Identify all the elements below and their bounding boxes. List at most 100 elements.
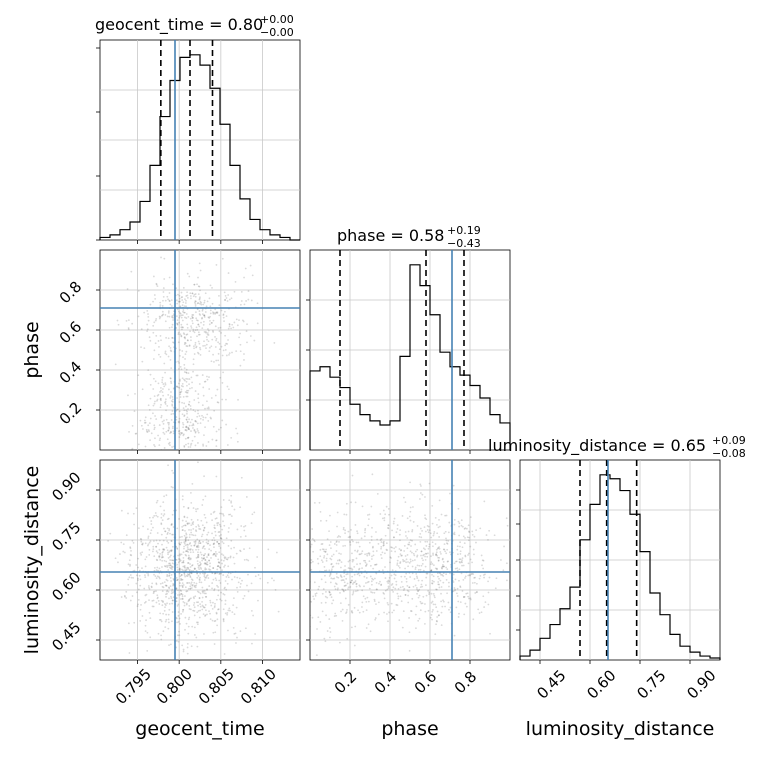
sample-point bbox=[310, 580, 311, 583]
sample-point bbox=[148, 548, 151, 551]
sample-point bbox=[370, 591, 372, 593]
sample-point bbox=[358, 567, 361, 570]
sample-point bbox=[203, 513, 206, 516]
sample-point bbox=[196, 545, 199, 547]
sample-point bbox=[189, 557, 192, 560]
sample-point bbox=[216, 618, 219, 621]
sample-point bbox=[456, 587, 459, 590]
sample-point bbox=[395, 531, 398, 534]
sample-point bbox=[340, 553, 342, 555]
sample-point bbox=[425, 594, 428, 597]
sample-point bbox=[196, 507, 199, 510]
sample-point bbox=[206, 542, 209, 545]
sample-point bbox=[175, 577, 178, 579]
sample-point bbox=[151, 599, 154, 602]
sample-point bbox=[393, 609, 395, 612]
sample-point bbox=[335, 541, 338, 544]
sample-point bbox=[178, 362, 180, 364]
sample-point bbox=[171, 336, 174, 339]
sample-point bbox=[468, 531, 471, 534]
sample-point bbox=[186, 652, 189, 655]
sample-point bbox=[171, 396, 174, 398]
sample-point bbox=[505, 517, 508, 520]
sample-point bbox=[216, 540, 219, 543]
sample-point bbox=[196, 555, 199, 558]
sample-point bbox=[380, 557, 383, 560]
sample-point bbox=[416, 555, 418, 558]
sample-point bbox=[238, 577, 241, 580]
sample-point bbox=[170, 523, 173, 526]
sample-point bbox=[178, 432, 181, 435]
sample-point bbox=[185, 590, 188, 593]
sample-point bbox=[212, 567, 214, 569]
sample-point bbox=[347, 588, 349, 590]
sample-point bbox=[170, 550, 173, 553]
sample-point bbox=[148, 599, 150, 601]
sample-point bbox=[217, 428, 220, 431]
sample-point bbox=[363, 575, 366, 578]
sample-point bbox=[204, 559, 207, 562]
sample-point bbox=[217, 531, 220, 534]
sample-point bbox=[186, 339, 189, 342]
sample-point bbox=[364, 561, 367, 564]
sample-point bbox=[210, 604, 213, 607]
sample-point bbox=[188, 522, 191, 525]
sample-point bbox=[353, 644, 356, 647]
sample-point bbox=[487, 580, 489, 583]
sample-point bbox=[198, 262, 201, 265]
sample-point bbox=[169, 397, 172, 399]
sample-point bbox=[178, 300, 181, 303]
sample-point bbox=[142, 428, 144, 430]
sample-point bbox=[316, 628, 318, 630]
sample-point bbox=[162, 313, 165, 316]
sample-point bbox=[131, 322, 134, 325]
sample-point bbox=[180, 541, 183, 544]
sample-point bbox=[227, 544, 230, 547]
sample-point bbox=[170, 380, 172, 383]
sample-point bbox=[186, 590, 189, 592]
sample-point bbox=[387, 507, 390, 510]
sample-point bbox=[155, 577, 158, 580]
sample-point bbox=[184, 353, 187, 356]
sample-point bbox=[167, 454, 169, 456]
sample-point bbox=[414, 613, 417, 616]
sample-point bbox=[191, 625, 194, 628]
sample-point bbox=[191, 292, 194, 295]
sample-point bbox=[341, 579, 344, 581]
sample-point bbox=[213, 361, 215, 363]
sample-point bbox=[442, 575, 445, 577]
sample-point bbox=[209, 312, 212, 315]
sample-point bbox=[359, 562, 362, 565]
sample-point bbox=[221, 528, 224, 531]
sample-point bbox=[227, 556, 230, 559]
sample-point bbox=[114, 363, 117, 366]
sample-point bbox=[347, 530, 350, 533]
sample-point bbox=[155, 283, 158, 286]
sample-point bbox=[167, 553, 169, 556]
sample-point bbox=[165, 590, 168, 593]
sample-point bbox=[203, 554, 205, 557]
sample-point bbox=[227, 388, 230, 391]
sample-point bbox=[216, 401, 219, 404]
sample-point bbox=[188, 344, 191, 347]
sample-point bbox=[165, 593, 167, 596]
sample-point bbox=[185, 602, 188, 605]
sample-point bbox=[474, 576, 476, 579]
sample-point bbox=[436, 620, 438, 623]
sample-point bbox=[440, 611, 443, 614]
sample-point bbox=[188, 616, 191, 619]
sample-point bbox=[150, 523, 153, 525]
sample-point bbox=[236, 590, 239, 593]
sample-point bbox=[189, 387, 191, 390]
sample-point bbox=[422, 554, 424, 557]
sample-point bbox=[411, 559, 414, 562]
sample-point bbox=[222, 371, 225, 374]
sample-point bbox=[166, 438, 169, 441]
sample-point bbox=[213, 409, 216, 412]
title-phase-upper: +0.19 bbox=[447, 224, 481, 237]
sample-point bbox=[204, 292, 207, 295]
sample-point bbox=[158, 548, 161, 551]
sample-point bbox=[202, 386, 205, 389]
sample-point bbox=[348, 559, 351, 562]
sample-point bbox=[185, 582, 188, 584]
